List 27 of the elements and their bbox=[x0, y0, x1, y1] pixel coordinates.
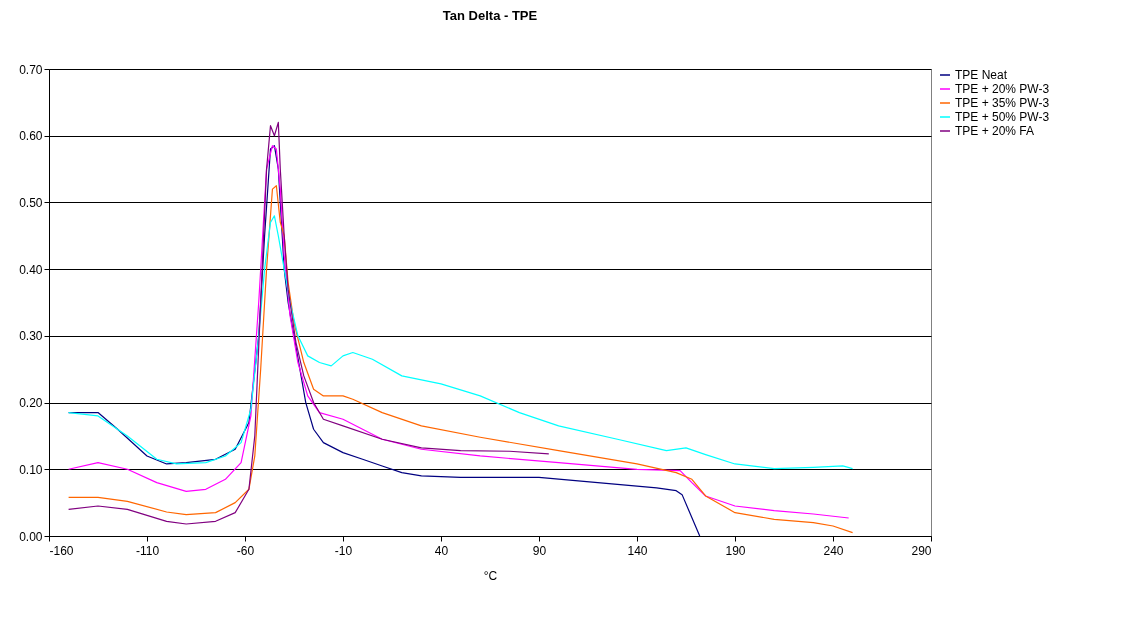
x-tick-label: 40 bbox=[434, 543, 449, 558]
y-tick-label: 0.70 bbox=[19, 62, 43, 77]
y-tick-label: 0.00 bbox=[19, 529, 43, 544]
x-tick-label: 290 bbox=[911, 543, 932, 558]
legend-label: TPE Neat bbox=[955, 68, 1008, 82]
x-tick-label: -160 bbox=[49, 543, 74, 558]
chart-title: Tan Delta - TPE bbox=[442, 8, 538, 23]
line-series bbox=[68, 215, 854, 470]
x-tick-label: -10 bbox=[334, 543, 353, 558]
x-tick-label: 190 bbox=[725, 543, 746, 558]
line-series bbox=[68, 121, 550, 525]
legend-label: TPE + 20% FA bbox=[955, 124, 1035, 138]
x-tick-label: -110 bbox=[135, 543, 160, 558]
legend-label: TPE + 50% PW-3 bbox=[955, 110, 1050, 124]
legend-label: TPE + 35% PW-3 bbox=[955, 96, 1050, 110]
legend-label: TPE + 20% PW-3 bbox=[955, 82, 1050, 96]
x-tick-label: 90 bbox=[532, 543, 547, 558]
y-tick-label: 0.20 bbox=[19, 396, 43, 411]
y-tick-label: 0.60 bbox=[19, 129, 43, 144]
x-tick-label: 240 bbox=[823, 543, 844, 558]
y-tick-label: 0.10 bbox=[19, 462, 43, 477]
x-axis-title: °C bbox=[483, 568, 498, 583]
x-tick-label: -60 bbox=[236, 543, 255, 558]
y-tick-label: 0.50 bbox=[19, 195, 43, 210]
y-tick-label: 0.30 bbox=[19, 329, 43, 344]
y-tick-label: 0.40 bbox=[19, 262, 43, 277]
x-tick-label: 140 bbox=[627, 543, 648, 558]
